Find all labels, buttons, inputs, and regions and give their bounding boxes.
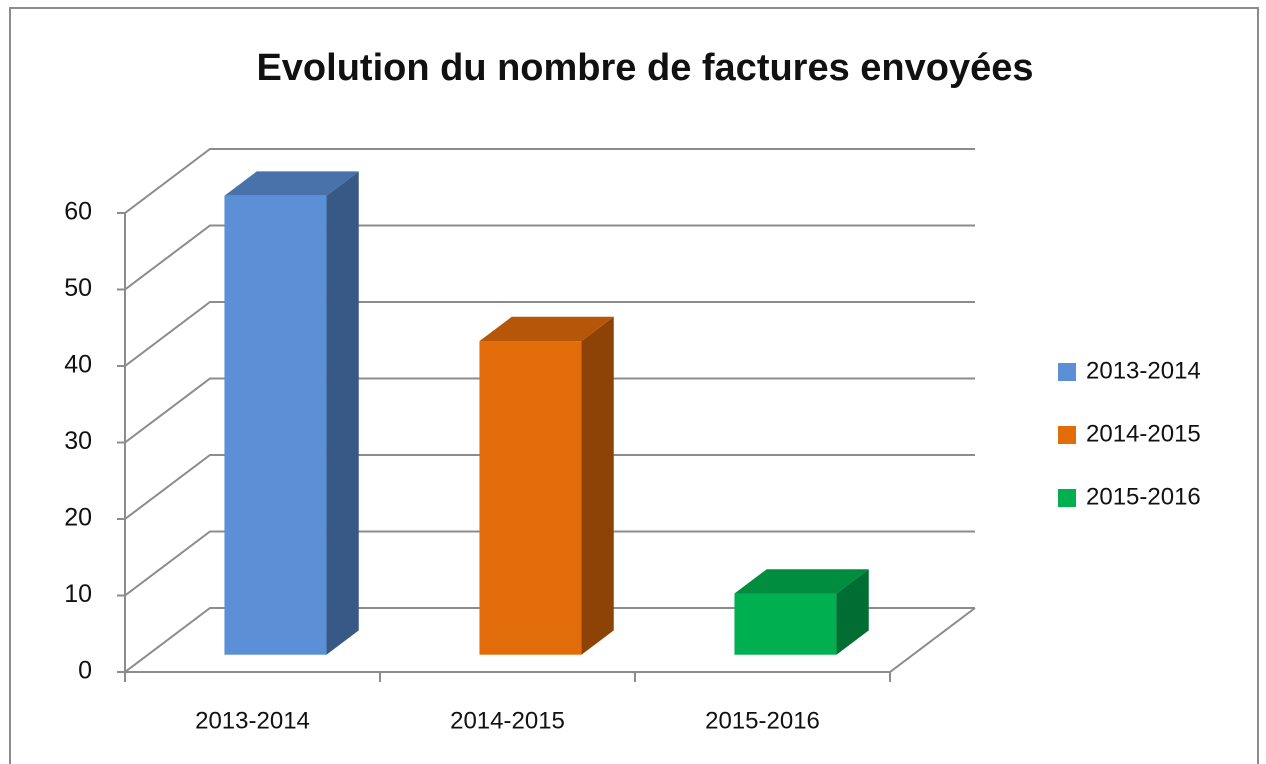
x-tick-label: 2015-2016 — [705, 707, 820, 734]
grid-line — [124, 301, 975, 367]
grid-line — [124, 148, 975, 214]
bar-top — [734, 569, 869, 594]
legend-label: 2015-2016 — [1086, 483, 1201, 510]
legend-swatch — [1058, 426, 1076, 444]
chart-border — [9, 7, 1259, 764]
bar-side — [581, 316, 614, 655]
grid-line — [124, 607, 975, 673]
chart-title: Evolution du nombre de factures envoyées — [256, 47, 1033, 89]
y-tick-label: 40 — [64, 351, 92, 379]
x-tick-label: 2013-2014 — [195, 707, 310, 734]
y-tick-label: 30 — [64, 427, 92, 455]
x-tick-label: 2014-2015 — [450, 707, 565, 734]
grid-line — [124, 530, 975, 597]
legend-label: 2014-2015 — [1086, 420, 1201, 447]
y-tick-label: 60 — [64, 198, 92, 226]
y-tick-label: 50 — [64, 274, 92, 302]
y-tick-label: 10 — [64, 580, 92, 608]
grid-line — [124, 224, 975, 291]
y-tick-label: 0 — [78, 657, 92, 685]
bar — [734, 593, 837, 655]
legend-swatch — [1058, 363, 1076, 381]
bar-top — [479, 316, 614, 342]
bar-side — [836, 569, 869, 655]
y-tick-label: 20 — [64, 504, 92, 532]
grid-line — [124, 377, 975, 444]
bar — [479, 341, 582, 655]
grid-line — [124, 454, 975, 520]
bar-side — [326, 171, 359, 655]
legend-swatch — [1058, 489, 1076, 507]
bar-top — [224, 171, 359, 196]
bar — [224, 195, 327, 655]
legend-label: 2013-2014 — [1086, 357, 1201, 384]
